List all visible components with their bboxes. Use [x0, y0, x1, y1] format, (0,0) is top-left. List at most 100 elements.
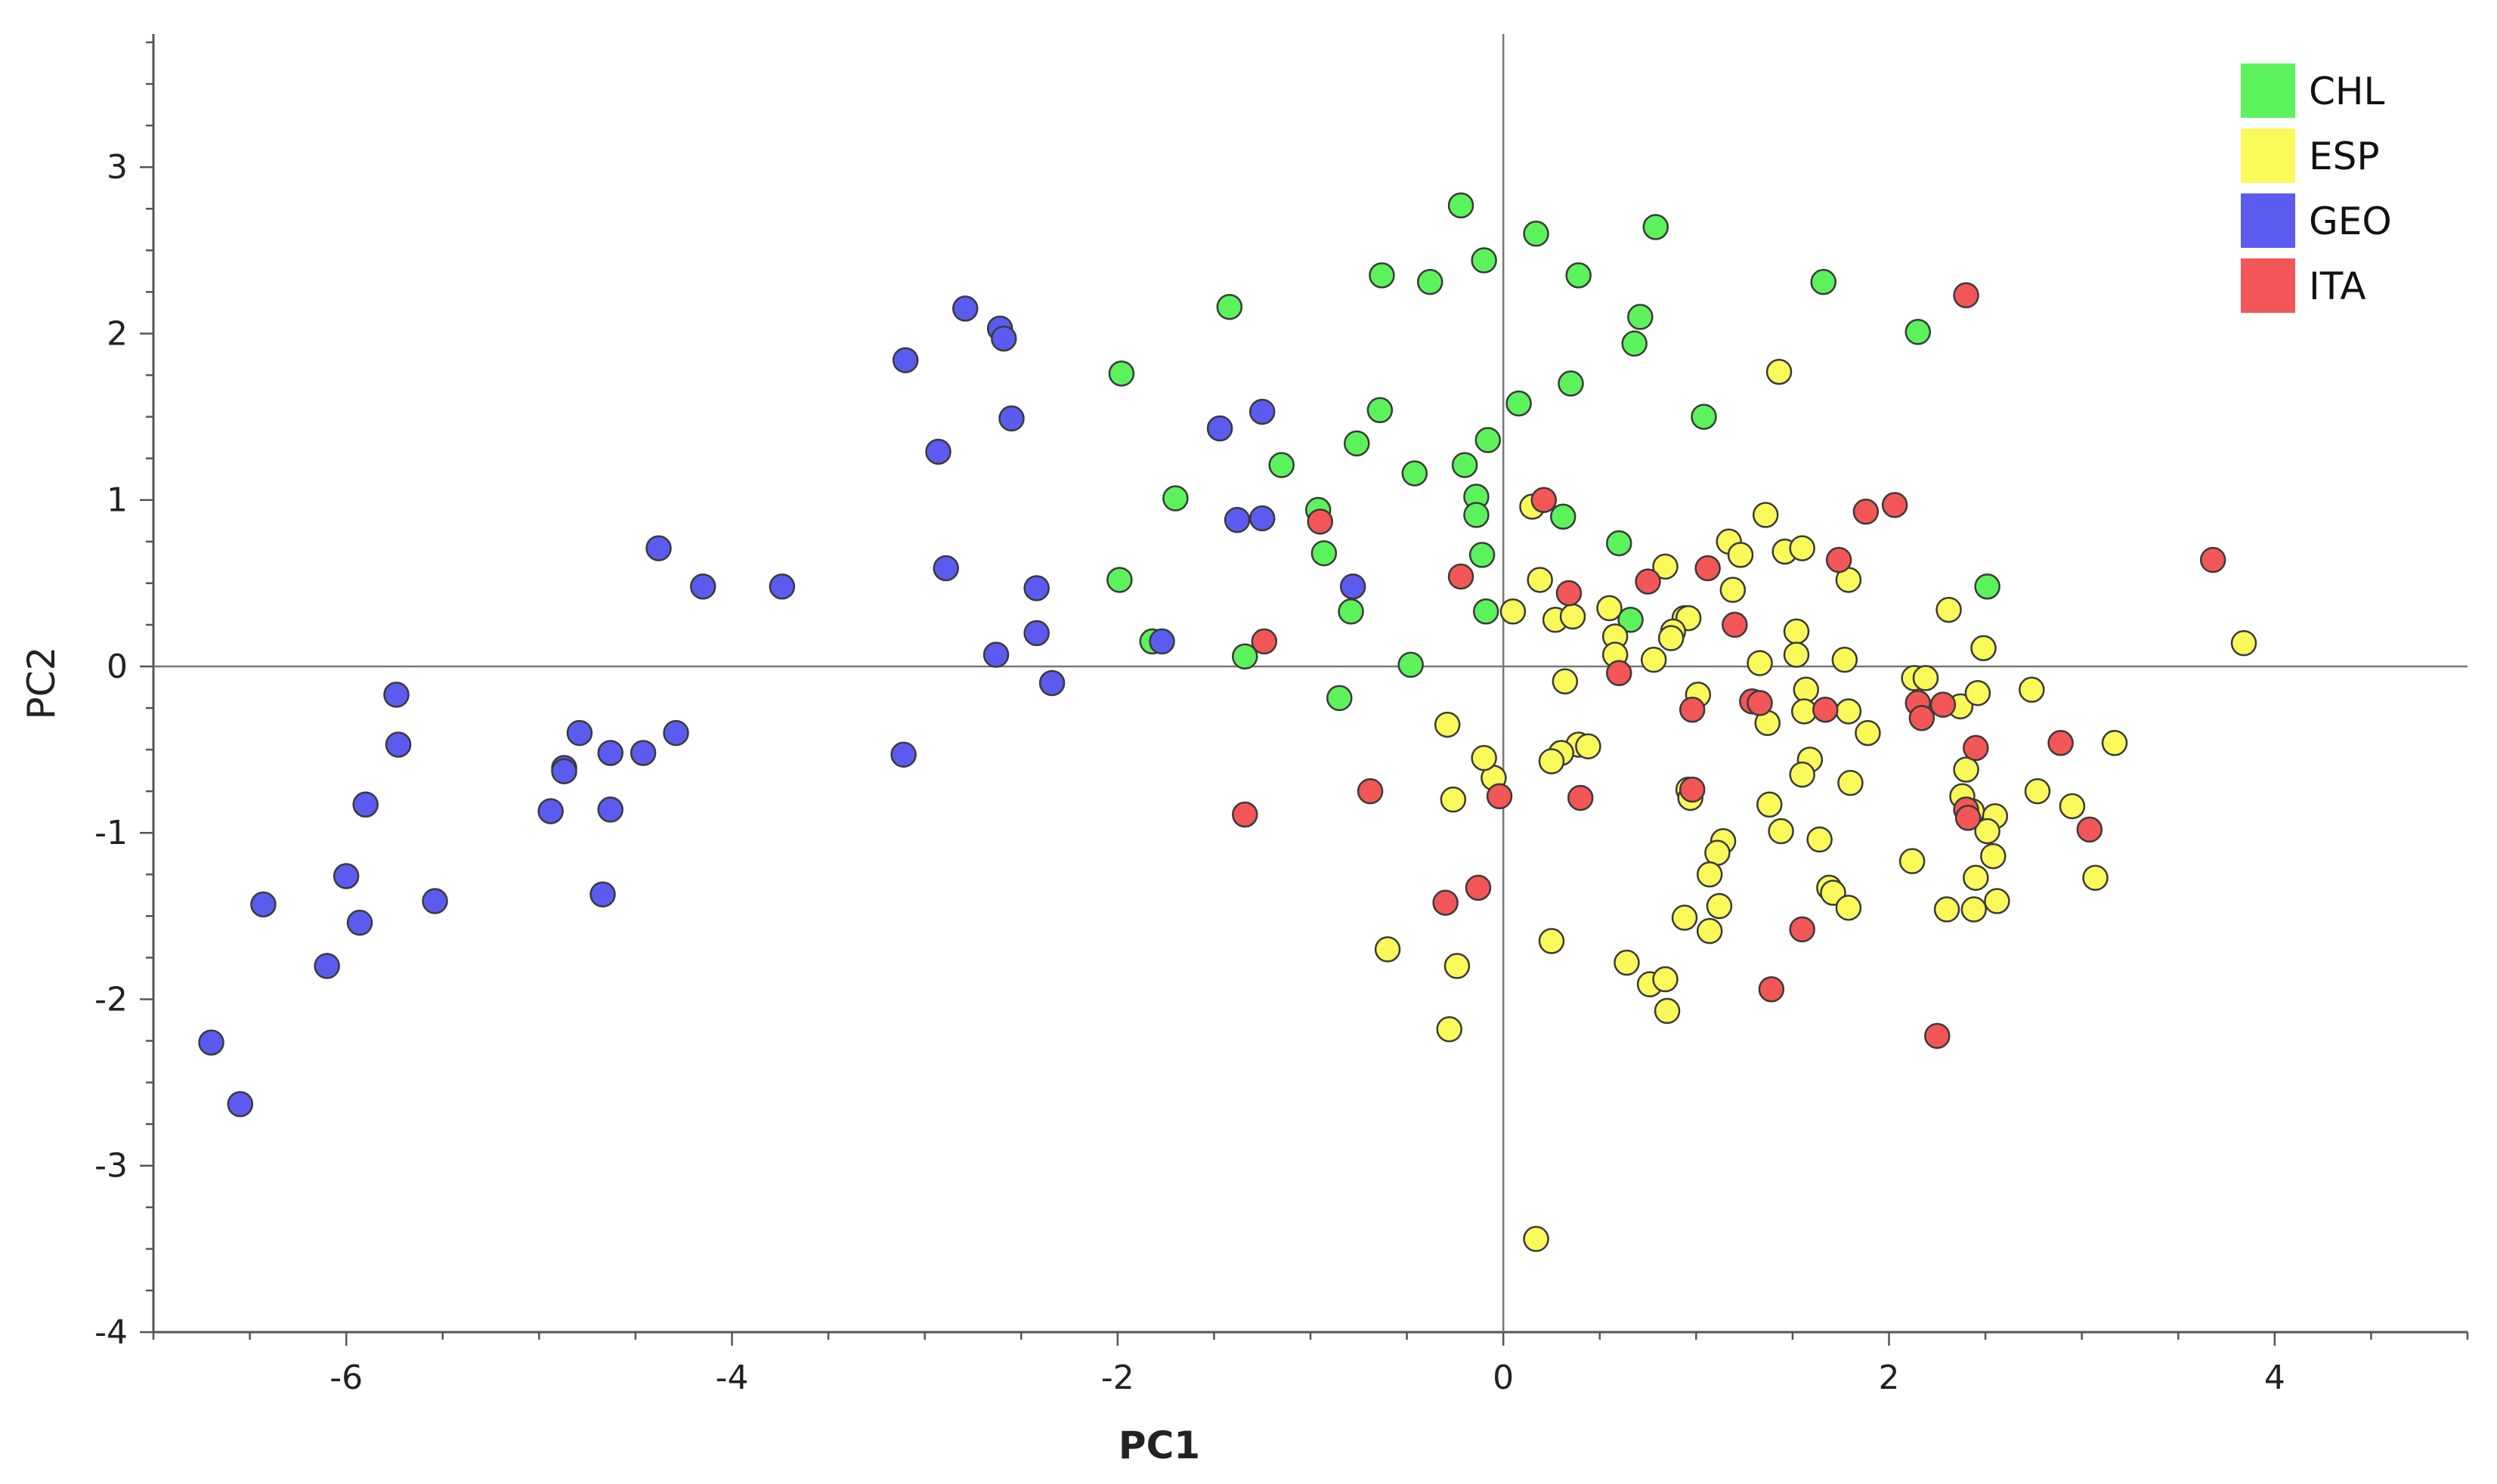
data-point-chl [1974, 574, 2000, 600]
data-point-esp [1719, 577, 1747, 603]
data-point-esp [2059, 793, 2086, 820]
data-point-chl [1216, 293, 1243, 320]
data-point-ita [1555, 580, 1583, 607]
data-point-ita [1722, 611, 1748, 638]
data-point-geo [1224, 506, 1251, 533]
data-point-geo [227, 1090, 254, 1118]
data-point-esp [1443, 953, 1471, 979]
data-point-geo [645, 535, 672, 561]
x-tick-label: 4 [2264, 1359, 2285, 1397]
data-point-ita [1963, 734, 1989, 762]
data-point-esp [1654, 997, 1681, 1025]
data-point-ita [1747, 690, 1773, 716]
x-tick-label: 2 [1879, 1359, 1900, 1397]
data-point-ita [1251, 628, 1278, 655]
data-point-esp [1783, 618, 1810, 645]
data-point-esp [1614, 949, 1640, 976]
data-point-esp [1657, 625, 1685, 651]
data-point-geo [663, 719, 689, 747]
x-axis-ticks: -6 -4 -2 0 2 4 [152, 1332, 2469, 1397]
data-point-esp [1752, 502, 1779, 528]
data-point-chl [1338, 598, 1364, 625]
legend-swatch-esp [2241, 128, 2295, 183]
data-point-chl [1565, 262, 1592, 289]
data-point-ita [1606, 660, 1632, 687]
data-point-ita [1231, 801, 1258, 828]
data-point-chl [1369, 262, 1395, 289]
data-point-esp [1652, 553, 1679, 580]
data-point-geo [1248, 505, 1276, 532]
data-point-esp [1704, 839, 1731, 866]
data-point-esp [1974, 818, 2000, 845]
data-point-ita [1789, 916, 1815, 943]
data-point-geo [551, 758, 577, 784]
data-point-geo [537, 798, 564, 824]
data-point-chl [1310, 539, 1338, 567]
legend: CHL ESP GEO ITA [2241, 63, 2392, 313]
data-point-geo [933, 555, 959, 582]
data-point-esp [1963, 864, 1989, 891]
data-point-geo [250, 891, 277, 918]
data-point-chl [1471, 247, 1497, 274]
x-tick-label: -6 [330, 1359, 363, 1397]
data-point-chl [1268, 452, 1295, 478]
data-point-chl [1558, 370, 1584, 397]
data-point-geo [383, 682, 410, 708]
data-point-geo [890, 741, 917, 768]
data-point-ita [1954, 805, 1982, 831]
data-point-chl [1810, 268, 1836, 295]
data-point-chl [1401, 460, 1428, 487]
zero-lines [153, 34, 2468, 1332]
data-point-geo [925, 438, 951, 465]
data-point-chl [1468, 542, 1496, 568]
data-point-ita [1758, 976, 1785, 1003]
data-point-esp [1835, 895, 1862, 921]
data-point-esp [1575, 733, 1601, 759]
data-point-geo [589, 881, 616, 907]
data-point-geo [952, 295, 979, 322]
y-tick-label: -4 [94, 1313, 128, 1352]
data-point-esp [2019, 676, 2045, 703]
data-point-esp [1538, 928, 1565, 954]
data-point-chl [1550, 503, 1576, 530]
data-point-ita [1357, 778, 1384, 805]
data-point-esp [1935, 596, 1962, 623]
data-point-ita [1679, 696, 1706, 723]
data-point-esp [1523, 1226, 1549, 1252]
data-point-esp [1831, 646, 1858, 673]
data-point-ita [1953, 282, 1979, 309]
data-point-geo [1038, 669, 1066, 697]
x-tick-label: -4 [716, 1359, 749, 1397]
series-geo [198, 295, 1366, 1118]
data-point-geo [1023, 620, 1050, 647]
data-point-esp [2101, 730, 2128, 756]
data-point-ita [1852, 498, 1880, 525]
data-point-chl [1472, 598, 1499, 625]
y-tick-label: -2 [94, 980, 128, 1019]
legend-swatch-chl [2241, 63, 2295, 118]
data-point-chl [1523, 221, 1549, 247]
data-point-ita [1432, 889, 1459, 916]
data-point-geo [1149, 628, 1175, 655]
data-point-ita [1530, 487, 1558, 513]
data-point-esp [1835, 698, 1862, 725]
data-point-geo [982, 642, 1010, 668]
y-tick-label: 0 [107, 648, 128, 686]
data-point-ita [1679, 776, 1706, 803]
data-point-chl [1162, 485, 1189, 512]
data-point-geo [1339, 574, 1366, 600]
data-point-ita [1881, 492, 1908, 518]
data-point-ita [1567, 784, 1594, 812]
data-point-chl [1326, 685, 1353, 712]
data-point-geo [385, 731, 412, 758]
data-point-chl [1397, 651, 1424, 679]
data-point-chl [1451, 452, 1478, 478]
y-tick-label: 1 [107, 481, 128, 520]
data-point-chl [1463, 502, 1490, 528]
data-point-esp [1898, 848, 1926, 874]
data-point-esp [1436, 1016, 1462, 1043]
data-point-geo [1206, 415, 1233, 442]
data-point-esp [1970, 635, 1997, 661]
data-point-esp [1440, 786, 1467, 813]
data-point-esp [1912, 665, 1939, 691]
